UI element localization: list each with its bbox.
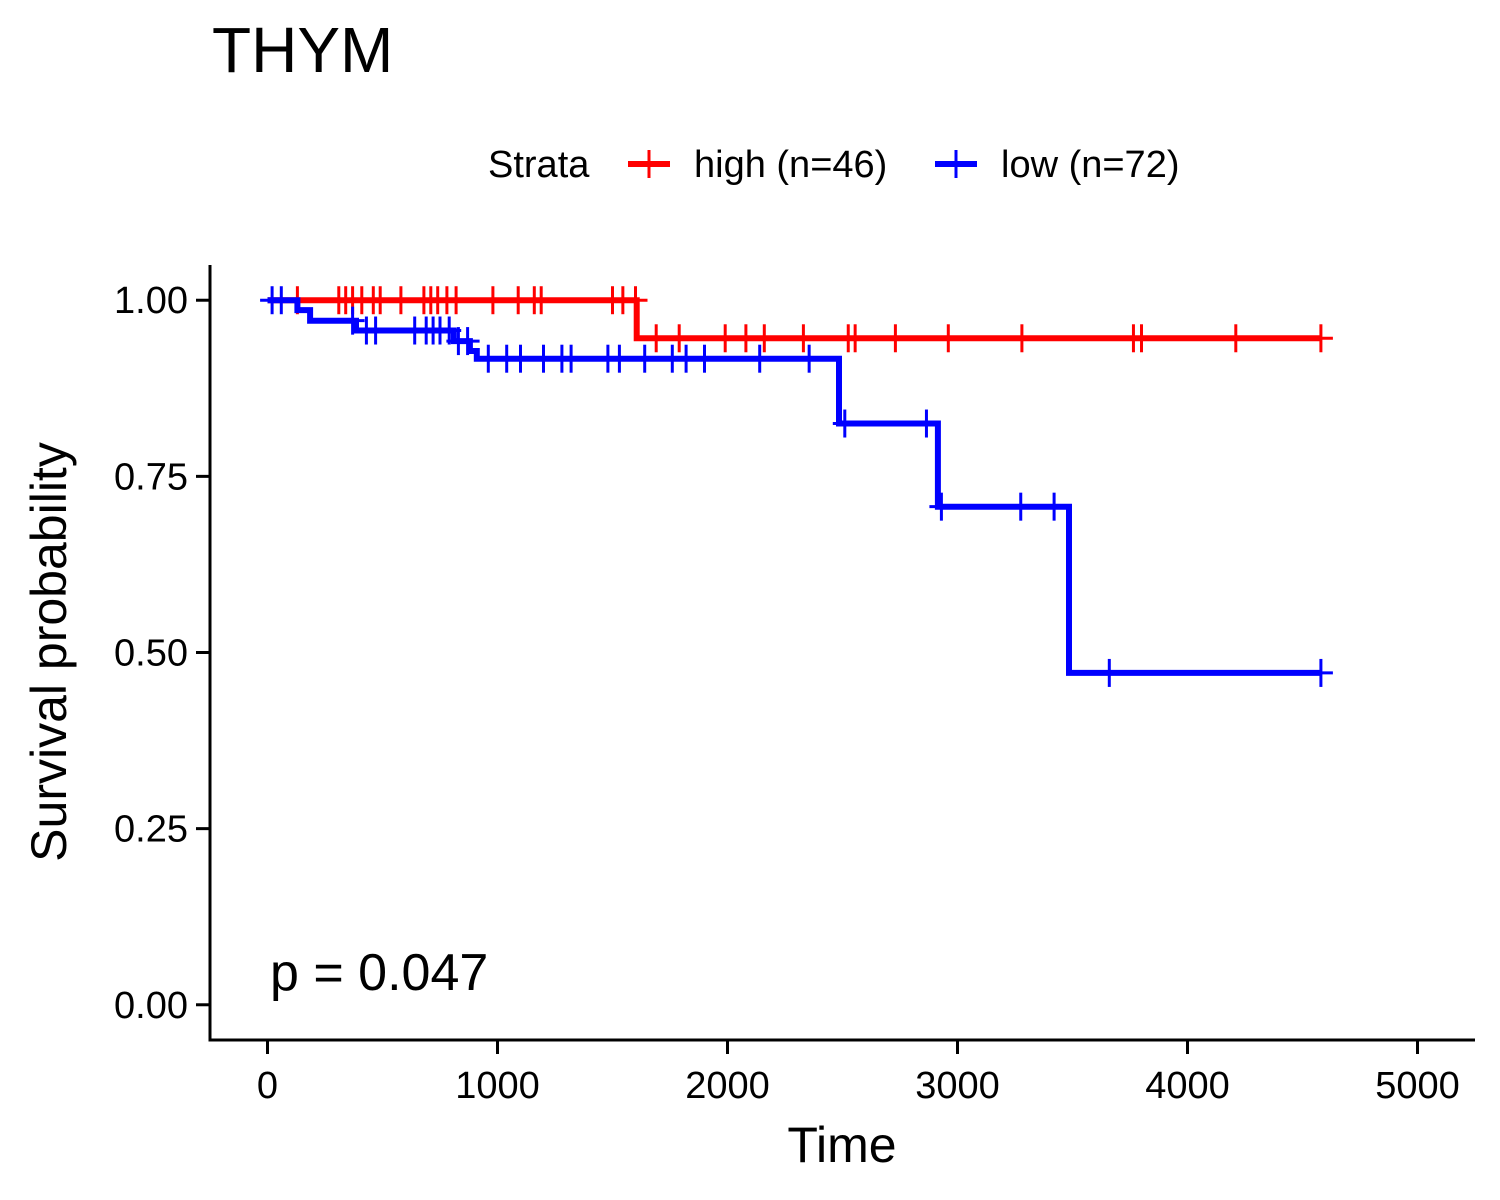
censor-mark-low-19	[607, 344, 632, 373]
legend-key-high	[628, 150, 670, 178]
censor-mark-high-13	[480, 286, 505, 315]
censor-mark-low-31	[1097, 658, 1122, 687]
censor-mark-high-22	[713, 324, 738, 353]
y-tick-label-0.00: 0.00	[114, 985, 188, 1027]
legend-key-low	[935, 150, 977, 178]
y-tick-label-1.00: 1.00	[114, 280, 188, 322]
legend: Strata high (n=46) low (n=72)	[488, 144, 1179, 186]
censor-mark-low-24	[747, 344, 772, 373]
censor-mark-high-19	[623, 286, 648, 315]
x-tick-label-4000: 4000	[1145, 1065, 1230, 1107]
legend-label-high: high (n=46)	[694, 144, 887, 186]
axes: 0 1000 2000 3000 4000 5000 0.00 0.25 0.50 0.75 1.0…	[114, 265, 1475, 1107]
censor-mark-low-23	[692, 344, 717, 373]
censor-mark-low-29	[1008, 492, 1033, 521]
censor-mark-low-27	[914, 409, 939, 438]
censor-mark-high-6	[368, 286, 393, 315]
censor-mark-high-29	[936, 324, 961, 353]
censor-mark-high-33	[1223, 324, 1248, 353]
censor-mark-low-1	[269, 286, 294, 315]
censor-mark-low-14	[508, 344, 533, 373]
plot-area	[260, 286, 1333, 687]
x-tick-label-2000: 2000	[685, 1065, 770, 1107]
x-tick-label-1000: 1000	[455, 1065, 540, 1107]
censor-mark-low-26	[832, 409, 857, 438]
censor-mark-low-25	[797, 344, 822, 373]
censor-mark-high-20	[644, 324, 669, 353]
censor-mark-low-30	[1042, 492, 1067, 521]
censor-mark-high-30	[1009, 324, 1034, 353]
p-value-annotation: p = 0.047	[270, 944, 488, 1002]
censor-mark-high-34	[1308, 324, 1333, 353]
censor-mark-low-4	[363, 316, 388, 345]
y-tick-label-0.75: 0.75	[114, 456, 188, 498]
y-tick-label-0.25: 0.25	[114, 809, 188, 851]
censor-mark-high-7	[388, 286, 413, 315]
censor-mark-high-24	[752, 324, 777, 353]
censor-mark-low-32	[1308, 658, 1333, 687]
censor-mark-low-2	[340, 306, 365, 335]
legend-title: Strata	[488, 144, 590, 186]
censor-mark-low-28	[929, 492, 954, 521]
y-tick-label-0.50: 0.50	[114, 633, 188, 675]
censor-mark-low-20	[632, 344, 657, 373]
chart-title: THYM	[212, 14, 393, 86]
series-line-low	[267, 297, 1321, 676]
x-tick-label-5000: 5000	[1375, 1065, 1460, 1107]
censor-mark-high-12	[444, 286, 469, 315]
x-tick-label-0: 0	[257, 1065, 278, 1107]
censor-mark-high-32	[1129, 324, 1154, 353]
censor-mark-low-11	[455, 327, 480, 356]
censor-mark-low-17	[559, 344, 584, 373]
censor-mark-high-16	[529, 286, 554, 315]
censor-mark-high-21	[667, 324, 692, 353]
legend-label-low: low (n=72)	[1001, 144, 1179, 186]
y-axis-title: Survival probability	[21, 442, 77, 862]
censor-mark-high-25	[791, 324, 816, 353]
x-tick-label-3000: 3000	[915, 1065, 1000, 1107]
censor-mark-high-28	[883, 324, 908, 353]
x-axis-title: Time	[787, 1117, 896, 1173]
censor-mark-high-27	[843, 324, 868, 353]
